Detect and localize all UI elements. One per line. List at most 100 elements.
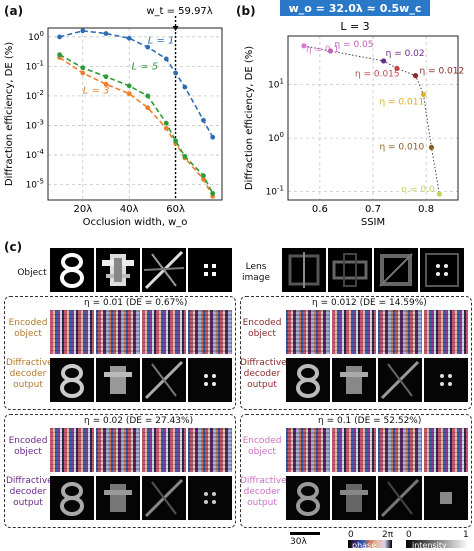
eta-0-1-box [240, 414, 472, 528]
object-image-robot [96, 248, 140, 292]
plot-frame [287, 35, 459, 201]
data-point [173, 70, 179, 76]
y-tick-label: 100 [268, 131, 284, 144]
object-image-lines [142, 248, 186, 292]
data-point [201, 173, 206, 179]
phase-max-label: 2π [382, 530, 394, 540]
data-point [163, 120, 169, 126]
y-tick-label: 10-3 [26, 118, 44, 131]
x-axis-label: Occlusion width, w_o [83, 217, 188, 228]
decoder-output-image [188, 358, 232, 402]
lens-image-label: Lens image [241, 262, 271, 283]
eta-0-012-title: η = 0.012 (DE = 14.59%) [312, 298, 427, 308]
encoded-phase-image [188, 310, 232, 354]
curve-label-l5: L = 5 [132, 61, 159, 72]
data-point [126, 83, 132, 89]
x-tick-label: 40λ [120, 204, 139, 215]
panel-a-letter: (a) [4, 4, 24, 18]
object-image-dots [188, 248, 232, 292]
data-point [145, 105, 151, 111]
data-point [57, 34, 62, 40]
x-tick-label: 0.8 [418, 204, 434, 215]
panel-c-letter: (c) [4, 240, 23, 254]
panel-a-chart: 20λ 40λ 60λ 100 10-1 10-2 10-3 10-4 10-5 Occlusio… [4, 6, 223, 228]
point-label: η = 0.012 [420, 67, 465, 77]
decoder-output-image [424, 358, 468, 402]
decoder-output-image [188, 476, 232, 520]
point-label: η = 0.1 [306, 45, 339, 55]
eta-0-01-title: η = 0.01 (DE = 0.67%) [84, 298, 188, 308]
lens-image-4 [420, 248, 464, 292]
encoded-phase-image [424, 428, 468, 472]
encoded-phase-image [378, 428, 422, 472]
data-point [145, 93, 151, 99]
decoder-output-label: Diffractive decoder output [240, 358, 287, 390]
decoder-output-image [142, 476, 186, 520]
data-point [381, 58, 387, 64]
decoder-output-image [332, 476, 376, 520]
scale-bar-label: 30λ [290, 537, 307, 547]
plot-frame [47, 27, 223, 201]
data-point [163, 56, 169, 62]
lens-image-3 [374, 248, 418, 292]
decoder-output-label: Diffractive decoder output [6, 476, 53, 508]
data-point [80, 70, 86, 76]
encoded-phase-image [96, 310, 140, 354]
data-point [412, 73, 419, 79]
data-point [80, 28, 86, 34]
decoder-output-image [286, 476, 330, 520]
eta-0-01-box [4, 296, 236, 410]
eta-0-02-box [4, 414, 236, 528]
data-point [182, 84, 188, 90]
decoder-output-image [378, 476, 422, 520]
encoded-phase-image [332, 428, 376, 472]
data-point [145, 44, 151, 50]
data-point [126, 91, 132, 97]
y-tick-label: 100 [28, 30, 44, 43]
data-point [327, 48, 334, 54]
data-point [80, 65, 86, 71]
intensity-min-label: 0 [406, 530, 412, 540]
curve-label-l1: L = 1 [148, 35, 175, 46]
eta-0-1-title: η = 0.1 (DE = 52.52%) [318, 416, 422, 426]
encoded-phase-image [378, 310, 422, 354]
data-point [57, 52, 62, 58]
decoder-output-image [50, 476, 94, 520]
decoder-output-image [332, 358, 376, 402]
panel-b-letter: (b) [236, 4, 256, 18]
encoded-phase-image [50, 310, 94, 354]
scale-bar [290, 532, 320, 535]
encoded-phase-image [96, 428, 140, 472]
x-axis-label: SSIM [361, 217, 385, 228]
decoder-output-image [378, 358, 422, 402]
point-label: η = 0.0 [401, 185, 435, 195]
lens-image-1 [282, 248, 326, 292]
trade-off-curve [303, 45, 440, 195]
data-point [210, 191, 216, 196]
y-tick-label: 10-5 [26, 178, 44, 191]
data-point [436, 191, 443, 197]
point-label: η = 0.015 [355, 69, 400, 79]
y-tick-label: 10-2 [26, 89, 44, 102]
x-tick-label: 0.6 [312, 204, 328, 215]
eta-0-02-title: η = 0.02 (DE = 27.43%) [84, 416, 194, 426]
curve-label-l3: L = 3 [83, 86, 110, 97]
decoder-output-image [96, 476, 140, 520]
threshold-arrow [172, 26, 179, 31]
panel-b-chart: w_o = 32.0λ ≈ 0.5w_c L = 3 0.6 0.7 0.8 101 100… [244, 0, 465, 228]
encoded-phase-image [50, 428, 94, 472]
point-label: η = 0.02 [386, 49, 425, 59]
y-tick-label: 101 [268, 77, 284, 90]
series-line [59, 53, 214, 194]
encoded-phase-image [424, 310, 468, 354]
data-point [103, 81, 109, 87]
encoded-phase-image [332, 310, 376, 354]
encoded-object-label: Encoded object [8, 318, 48, 339]
intensity-colorbar [406, 540, 468, 548]
encoded-object-label: Encoded object [242, 436, 282, 457]
object-image-digit-8 [50, 248, 94, 292]
threshold-label: w_t = 59.97λ [146, 6, 212, 17]
x-tick-label: 20λ [73, 204, 92, 215]
decoder-output-image [142, 358, 186, 402]
decoder-output-label: Diffractive decoder output [240, 476, 287, 508]
